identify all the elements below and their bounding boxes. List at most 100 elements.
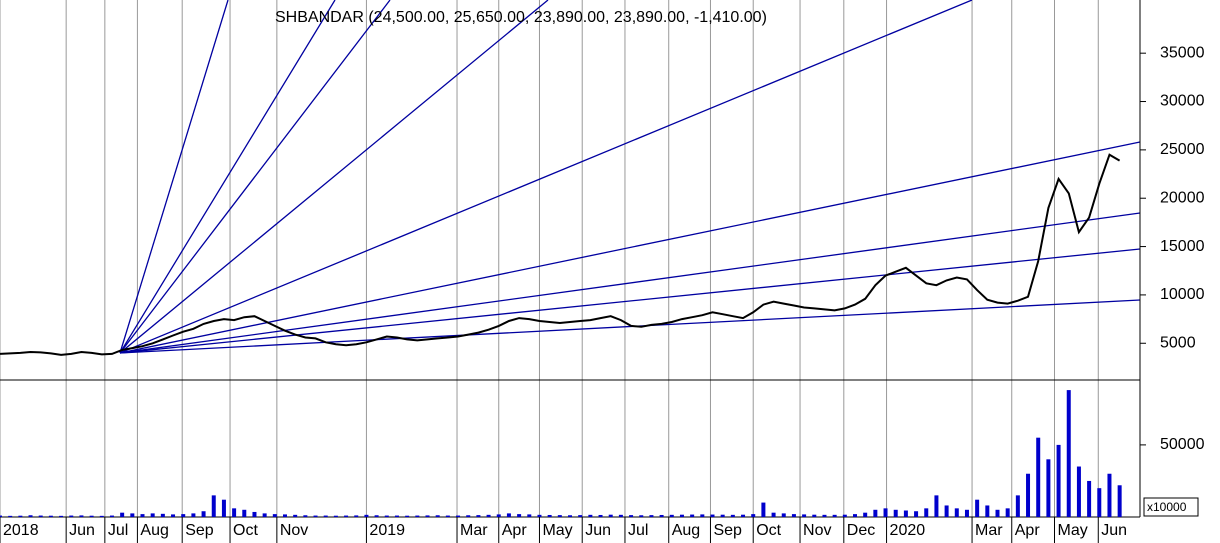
x-tick-label: May	[542, 522, 572, 539]
unit-box	[1143, 497, 1199, 517]
x-tick-label: Jul	[108, 522, 128, 539]
volume-bar	[578, 515, 583, 517]
volume-bar	[964, 509, 969, 517]
x-tick-label: Dec	[847, 522, 875, 539]
x-tick-label: Jun	[69, 522, 95, 539]
volume-bar	[435, 515, 440, 517]
y-tick-label: 20000	[1160, 189, 1205, 206]
volume-bar	[588, 514, 593, 517]
price-line	[0, 153, 1121, 356]
volume-bar	[323, 515, 328, 517]
x-tick-label: Apr	[502, 522, 528, 539]
fan-line	[119, 0, 229, 354]
volume-bar	[679, 514, 684, 517]
volume-bar	[252, 511, 257, 517]
y-tick-label: 10000	[1160, 286, 1205, 303]
fan-line	[119, 141, 1141, 354]
volume-bar	[1066, 390, 1071, 517]
volume-bar	[211, 495, 216, 517]
y-tick-label: 35000	[1160, 44, 1205, 61]
volume-bar	[1117, 485, 1122, 517]
volume-bar	[944, 505, 949, 517]
volume-bar	[79, 515, 84, 517]
volume-bar	[618, 514, 623, 517]
y-tick-label: 5000	[1160, 334, 1196, 351]
volume-bar	[1026, 473, 1031, 517]
volume-bar	[0, 515, 2, 517]
volume-bar	[903, 510, 908, 517]
fan-line	[119, 248, 1141, 354]
volume-bar	[140, 514, 145, 517]
volume-bar	[1076, 466, 1081, 517]
volume-bar	[720, 514, 725, 517]
volume-bar	[781, 513, 786, 517]
x-tick-label: 2018	[3, 522, 39, 539]
x-tick-label: 2020	[890, 522, 926, 539]
x-tick-label: Sep	[185, 522, 214, 539]
volume-bar	[8, 515, 13, 517]
volume-bar	[893, 509, 898, 517]
volume-bar	[405, 515, 410, 517]
x-tick-label: Jun	[1101, 522, 1127, 539]
volume-bar	[1036, 437, 1041, 517]
volume-bar	[700, 514, 705, 517]
volume-bar	[171, 514, 176, 517]
fan-line	[119, 0, 391, 354]
y-tick-label: 25000	[1160, 141, 1205, 158]
volume-bar	[283, 514, 287, 517]
volume-bar	[924, 508, 929, 517]
x-tick-label: Oct	[233, 522, 258, 539]
volume-bar	[445, 515, 450, 517]
volume-bar	[1107, 473, 1112, 517]
volume-bar	[38, 515, 43, 517]
volume-bar	[751, 514, 756, 517]
volume-bar	[69, 515, 74, 517]
volume-bar	[517, 514, 522, 517]
volume-bar	[394, 515, 399, 517]
volume-bar	[191, 513, 196, 517]
volume-bar	[730, 514, 735, 517]
volume-bar	[853, 514, 857, 517]
volume-bar	[873, 509, 878, 517]
volume-bar	[741, 514, 746, 517]
volume-bar	[639, 515, 644, 517]
volume-bar	[28, 515, 33, 517]
volume-bar	[496, 514, 501, 517]
volume-bar	[48, 515, 53, 517]
volume-bar	[710, 514, 715, 517]
volume-bar	[344, 515, 349, 517]
volume-bar	[150, 513, 155, 517]
volume-bar	[1056, 444, 1061, 517]
x-tick-label: Nov	[803, 522, 831, 539]
volume-bar	[232, 508, 237, 517]
volume-bar	[1046, 459, 1051, 517]
volume-bar	[608, 514, 613, 517]
volume-bar	[690, 514, 695, 517]
y-tick-label: 15000	[1160, 238, 1205, 255]
volume-bar	[486, 514, 491, 517]
volume-bar	[547, 514, 552, 517]
x-tick-label: Apr	[1015, 522, 1041, 539]
volume-bar	[374, 515, 379, 517]
volume-bar	[802, 514, 807, 517]
volume-bar	[842, 514, 847, 517]
y-tick-label: 50000	[1160, 436, 1205, 453]
unit-label: x10000	[1147, 500, 1187, 514]
volume-bar	[995, 509, 1000, 517]
volume-bar	[914, 511, 919, 517]
volume-bar	[201, 511, 206, 517]
volume-bar	[527, 514, 532, 517]
volume-bar	[354, 515, 359, 517]
volume-bar	[1005, 508, 1010, 517]
volume-bar	[160, 513, 165, 517]
chart-title: SHBANDAR (24,500.00, 25,650.00, 23,890.0…	[275, 9, 767, 26]
x-tick-label: Aug	[672, 522, 700, 539]
x-tick-label: 2019	[369, 522, 405, 539]
fan-line	[119, 212, 1141, 354]
volume-bar	[1087, 480, 1092, 517]
volume-bar	[466, 515, 471, 517]
volume-bar	[221, 499, 226, 517]
x-tick-label: Sep	[713, 522, 742, 539]
